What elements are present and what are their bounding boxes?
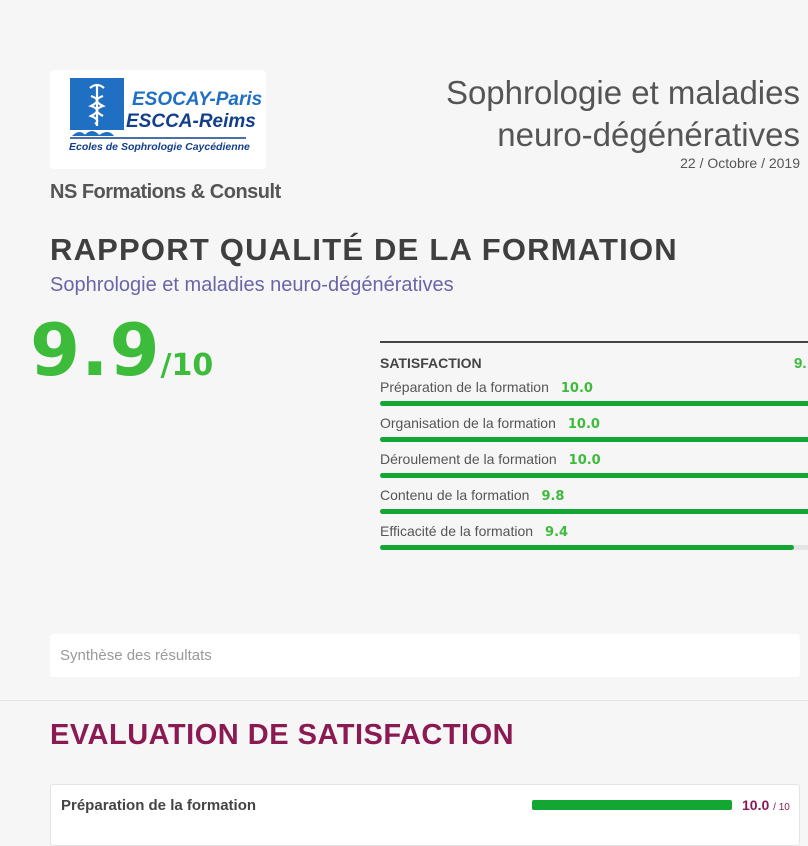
- course-date: 22 / Octobre / 2019: [680, 155, 800, 171]
- satisfaction-row-track: [380, 401, 808, 406]
- satisfaction-row-label: Efficacité de la formation: [380, 523, 534, 539]
- lotus-icon: [72, 131, 114, 136]
- report-subtitle: Sophrologie et maladies neuro-dégénérati…: [50, 274, 454, 296]
- evaluation-item-max: / 10: [773, 802, 790, 813]
- evaluation-item-fill: [532, 800, 732, 810]
- satisfaction-row-score: 10.0: [560, 381, 593, 396]
- satisfaction-score: 9.: [794, 355, 807, 372]
- organization-name: NS Formations & Consult: [50, 181, 281, 203]
- satisfaction-row-label: Déroulement de la formation: [380, 451, 557, 467]
- synthesis-label: Synthèse des résultats: [60, 647, 212, 664]
- satisfaction-row-fill: [380, 509, 808, 514]
- satisfaction-row-fill: [380, 437, 808, 442]
- overall-score-denominator: /10: [160, 348, 214, 383]
- logo-line-1: ESOCAY-Paris: [132, 89, 262, 110]
- satisfaction-row-fill: [380, 545, 794, 550]
- evaluation-item-label: Préparation de la formation: [61, 797, 257, 814]
- satisfaction-row-score: 10.0: [568, 453, 601, 468]
- satisfaction-row: Efficacité de la formation 9.4: [380, 523, 808, 559]
- synthesis-toggle[interactable]: Synthèse des résultats: [50, 634, 800, 677]
- overall-score: 9.9/10: [30, 308, 213, 392]
- satisfaction-row-label: Préparation de la formation: [380, 379, 549, 395]
- school-logo: ESOCAY-Paris ESCCA-Reims Ecoles de Sophr…: [50, 70, 266, 169]
- satisfaction-row-score: 10.0: [567, 417, 600, 432]
- satisfaction-heading: SATISFACTION: [380, 355, 482, 371]
- satisfaction-row-label: Organisation de la formation: [380, 415, 556, 431]
- satisfaction-row-fill: [380, 401, 808, 406]
- satisfaction-row-label: Contenu de la formation: [380, 487, 530, 503]
- satisfaction-row-track: [380, 545, 808, 550]
- course-title: Sophrologie et maladies neuro-dégénérati…: [445, 74, 800, 153]
- satisfaction-row-score: 9.4: [545, 525, 569, 540]
- satisfaction-row: Organisation de la formation 10.0: [380, 415, 808, 451]
- evaluation-item-value: 10.0: [742, 797, 770, 813]
- satisfaction-row: Contenu de la formation 9.8: [380, 487, 808, 523]
- evaluation-item-score: 10.0 / 10: [742, 797, 790, 813]
- satisfaction-row: Préparation de la formation 10.0: [380, 379, 808, 415]
- report-title: RAPPORT QUALITÉ DE LA FORMATION: [50, 232, 678, 267]
- satisfaction-row-track: [380, 437, 808, 442]
- evaluation-item: Préparation de la formation 10.0 / 10: [50, 784, 800, 846]
- section-divider: [0, 700, 808, 701]
- caduceus-icon: [88, 83, 106, 126]
- satisfaction-panel: SATISFACTION 9. Préparation de la format…: [380, 341, 808, 550]
- logo-line-3: Ecoles de Sophrologie Caycédienne: [69, 141, 250, 153]
- satisfaction-row-track: [380, 473, 808, 478]
- satisfaction-row-score: 9.8: [541, 489, 565, 504]
- evaluation-item-bar: [532, 800, 732, 810]
- overall-score-value: 9.9: [30, 308, 161, 392]
- satisfaction-row-track: [380, 509, 808, 514]
- logo-line-2: ESCCA-Reims: [126, 111, 256, 132]
- satisfaction-row: Déroulement de la formation 10.0: [380, 451, 808, 487]
- evaluation-title: EVALUATION DE SATISFACTION: [50, 719, 515, 751]
- satisfaction-row-fill: [380, 473, 808, 478]
